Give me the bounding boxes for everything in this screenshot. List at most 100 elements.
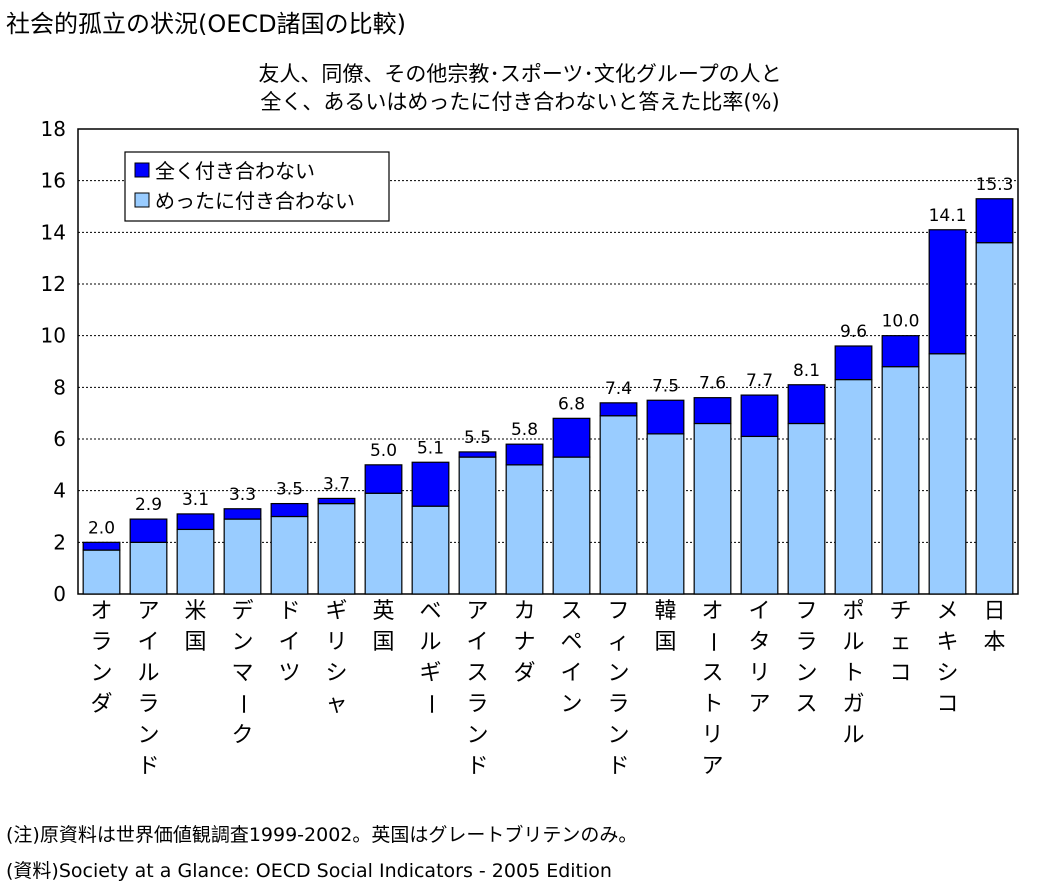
bar-rarely-17 [881, 366, 920, 595]
bar-never-2 [176, 513, 215, 531]
x-tick-label-char: 国 [184, 630, 206, 655]
y-tick-label: 6 [53, 427, 66, 451]
y-tick-label: 14 [41, 220, 66, 244]
x-tick-label-char: ア [701, 754, 723, 779]
bar-never-5 [317, 497, 356, 505]
bar-rarely-5 [317, 502, 356, 595]
bar-never-7 [411, 461, 450, 507]
data-label-total: 3.5 [276, 480, 303, 500]
x-tick-label-char: ン [607, 723, 629, 748]
x-tick-label-char: ル [137, 661, 159, 686]
bar-rarely-10 [552, 456, 591, 595]
x-tick-label-char: ン [137, 723, 159, 748]
data-label-total: 6.8 [558, 394, 585, 414]
x-tick-label-char: ド [466, 754, 488, 779]
bar-rarely-0 [82, 549, 121, 595]
data-label-total: 9.6 [840, 322, 867, 342]
x-tick-label-char: イ [137, 630, 159, 655]
bar-never-0 [82, 541, 121, 551]
y-tick-label: 0 [53, 582, 66, 606]
x-tick-label-char: ポ [842, 599, 864, 624]
x-tick-label-char: ダ [513, 661, 535, 686]
chart-subtitle-line-2: 全く、あるいはめったに付き合わないと答えた比率(%) [260, 90, 780, 114]
legend-swatch [134, 162, 150, 178]
x-tick-label-char: ス [466, 661, 488, 686]
x-tick-label-char: ン [90, 661, 112, 686]
bar-rarely-6 [364, 492, 403, 595]
x-tick-label-char: ス [795, 692, 817, 717]
bar-never-13 [693, 397, 732, 425]
footnote-source: (資料)Society at a Glance: OECD Social Ind… [6, 860, 612, 882]
legend-box [124, 151, 390, 222]
data-label-total: 7.6 [699, 374, 726, 394]
bar-rarely-2 [176, 528, 215, 595]
bar-never-10 [552, 417, 591, 458]
x-tick-label-char: 英 [372, 599, 394, 624]
data-label-total: 3.1 [182, 490, 209, 510]
x-tick-label-char: ツ [278, 661, 300, 686]
x-tick-label-char: 国 [654, 630, 676, 655]
bar-rarely-3 [223, 518, 262, 595]
bar-never-17 [881, 335, 920, 368]
x-tick-label-char: ラ [795, 630, 817, 655]
x-tick-label-char: デ [231, 599, 253, 624]
bar-rarely-13 [693, 422, 732, 595]
x-tick-label-char: シ [936, 661, 958, 686]
data-label-total: 14.1 [929, 206, 967, 226]
bar-never-9 [505, 443, 544, 466]
bar-never-4 [270, 502, 309, 518]
x-tick-label-char: ア [137, 599, 159, 624]
x-tick-label-char: リ [701, 723, 723, 748]
x-tick-label-char: ダ [90, 692, 112, 717]
bar-never-6 [364, 464, 403, 494]
x-tick-label-char: ル [842, 723, 864, 748]
data-label-total: 7.4 [605, 379, 632, 399]
x-tick-label-char: オ [701, 599, 723, 624]
x-tick-label-char: フ [607, 599, 629, 624]
x-tick-label-char: シ [325, 661, 347, 686]
x-tick-label-char: ャ [325, 692, 347, 717]
y-tick-label: 4 [53, 479, 66, 503]
legend-swatch [134, 192, 150, 208]
bar-rarely-12 [646, 433, 685, 595]
chart-subtitle-line-1: 友人、同僚、その他宗教･スポーツ･文化グループの人と [258, 62, 782, 86]
bar-rarely-14 [740, 435, 779, 595]
x-tick-label-char: ン [466, 723, 488, 748]
x-tick-label-char: ト [842, 661, 864, 686]
bar-rarely-18 [928, 353, 967, 595]
x-tick-label-char: キ [936, 630, 958, 655]
legend-label: めったに付き合わない [155, 189, 355, 213]
x-tick-label-char: ン [795, 661, 817, 686]
bar-never-14 [740, 394, 779, 438]
x-tick-label-char: リ [325, 630, 347, 655]
x-tick-label-char: ド [137, 754, 159, 779]
x-tick-label-char: リ [748, 661, 770, 686]
x-tick-label-char: ー [230, 693, 255, 715]
bar-rarely-1 [129, 541, 168, 595]
data-label-total: 15.3 [976, 175, 1014, 195]
x-tick-label-char: 日 [983, 599, 1005, 624]
data-label-total: 7.5 [652, 376, 679, 396]
x-tick-label-char: ガ [842, 692, 864, 717]
bar-never-18 [928, 229, 967, 355]
x-tick-label-char: ラ [90, 630, 112, 655]
x-tick-label-char: ラ [466, 692, 488, 717]
x-tick-label-char: メ [936, 599, 958, 624]
x-tick-label-char: ナ [513, 630, 535, 655]
x-tick-label-char: ド [607, 754, 629, 779]
x-tick-label-char: ィ [607, 630, 629, 655]
x-tick-label-char: イ [466, 630, 488, 655]
y-tick-label: 16 [41, 169, 66, 193]
bar-never-15 [787, 384, 826, 425]
x-tick-label-char: ギ [419, 661, 441, 686]
bar-never-3 [223, 508, 262, 520]
x-tick-label-char: ル [842, 630, 864, 655]
x-tick-label-char: ン [560, 692, 582, 717]
x-tick-label-char: ド [278, 599, 300, 624]
bar-rarely-8 [458, 456, 497, 595]
x-tick-label-char: 本 [983, 630, 1005, 655]
bar-never-12 [646, 399, 685, 435]
bar-rarely-15 [787, 422, 826, 595]
x-tick-label-char: ク [231, 723, 253, 748]
plot-area-border [77, 128, 1019, 595]
